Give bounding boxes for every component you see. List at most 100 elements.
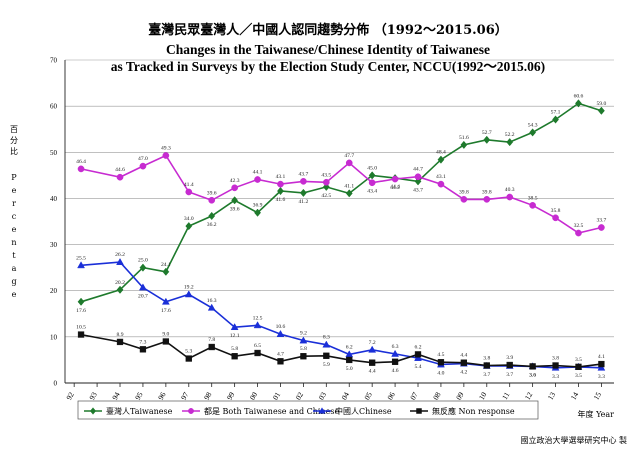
- data-point: [346, 356, 353, 364]
- data-label: 39.8: [459, 189, 469, 195]
- legend-label: 無反應 Non response: [432, 406, 515, 416]
- data-label: 41.4: [184, 182, 194, 188]
- data-point: [345, 189, 353, 198]
- data-label: 12.1: [230, 333, 240, 339]
- data-label: 44.2: [390, 185, 400, 191]
- data-label: 44.1: [253, 170, 263, 176]
- data-label: 4.2: [460, 370, 467, 376]
- x-tick-label: 12: [523, 390, 535, 401]
- x-tick-label: 13: [546, 390, 558, 401]
- data-label: 57.1: [551, 110, 561, 116]
- data-point: [483, 196, 491, 203]
- y-axis-label-char: r: [12, 199, 16, 208]
- data-label: 8.3: [323, 335, 330, 341]
- legend-marker: [188, 408, 194, 414]
- data-label: 47.7: [344, 153, 354, 159]
- data-point: [506, 138, 514, 147]
- data-point: [322, 178, 330, 186]
- data-point: [460, 140, 468, 149]
- x-tick-label: 10: [477, 390, 489, 401]
- data-point: [277, 186, 284, 196]
- data-label: 36.2: [207, 222, 217, 228]
- data-label: 5.0: [346, 366, 353, 372]
- data-label: 42.5: [321, 193, 331, 199]
- data-label: 5.9: [323, 362, 330, 368]
- data-point: [368, 171, 376, 180]
- y-tick-label: 10: [50, 333, 58, 341]
- data-point: [116, 285, 124, 294]
- data-point: [460, 359, 468, 366]
- data-label: 46.4: [76, 159, 86, 165]
- data-label: 12.5: [253, 315, 263, 321]
- data-label: 41.2: [298, 199, 308, 205]
- data-label: 59.0: [596, 101, 606, 107]
- legend-label: 都是 Both Taiwanese and Chinese: [204, 407, 339, 416]
- chart-titles: 臺灣民眾臺灣人／中國人認同趨勢分佈 （1992～2015.06） Changes…: [111, 22, 545, 74]
- legend-marker: [416, 408, 422, 414]
- x-tick-label: 14: [569, 390, 581, 401]
- data-label: 17.6: [161, 308, 171, 314]
- data-label: 3.7: [506, 372, 513, 378]
- data-point: [77, 331, 85, 338]
- data-point: [139, 162, 147, 170]
- data-label: 7.8: [208, 337, 215, 343]
- data-point: [162, 338, 170, 345]
- data-label: 52.2: [505, 132, 515, 138]
- data-label: 36.9: [253, 203, 263, 209]
- data-label: 6.5: [254, 343, 261, 349]
- data-point: [254, 208, 261, 217]
- x-tick-label: 00: [248, 390, 260, 401]
- data-label: 9.0: [162, 331, 169, 337]
- data-point: [161, 297, 170, 305]
- chart-legend: 臺灣人Taiwanese 都是 Both Taiwanese and Chines…: [77, 400, 539, 420]
- data-point: [77, 165, 85, 173]
- data-point: [185, 222, 193, 231]
- data-label: 9.2: [300, 331, 307, 337]
- x-tick-label: 94: [110, 390, 122, 401]
- data-point: [552, 115, 559, 124]
- data-point: [391, 349, 400, 357]
- y-tick-label: 60: [50, 103, 58, 111]
- legend-label: 中國人Chinese: [335, 406, 392, 416]
- chart-title-en-line2: as Tracked in Surveys by the Election St…: [111, 59, 545, 74]
- data-point: [231, 196, 239, 205]
- data-label: 6.2: [415, 344, 422, 350]
- data-point: [277, 358, 284, 365]
- data-point: [162, 267, 170, 276]
- data-point: [391, 358, 399, 365]
- y-tick-label: 70: [50, 57, 58, 65]
- data-label: 39.6: [207, 190, 217, 196]
- data-point: [529, 363, 536, 370]
- y-axis-label-zh-char: 比: [10, 146, 18, 156]
- y-axis-label-char: P: [11, 173, 17, 182]
- x-tick-label: 05: [362, 390, 374, 401]
- data-label: 4.5: [437, 352, 444, 358]
- data-label: 3.8: [483, 355, 490, 361]
- data-point: [598, 360, 605, 368]
- y-tick-label: 0: [54, 380, 58, 388]
- data-label: 5.4: [415, 364, 422, 370]
- y-axis-label-char: c: [12, 212, 17, 221]
- y-tick-label: 20: [50, 287, 58, 295]
- data-label: 3.7: [483, 372, 490, 378]
- legend-label: 臺灣人Taiwanese: [106, 406, 173, 416]
- data-label: 35.8: [551, 208, 561, 214]
- data-point: [552, 214, 559, 222]
- data-point: [231, 353, 238, 360]
- data-point: [208, 343, 215, 351]
- y-axis-label-zh-char: 百: [10, 125, 18, 134]
- data-label: 44.4: [390, 184, 400, 190]
- data-label: 4.6: [392, 368, 399, 374]
- data-label: 4.1: [598, 354, 605, 360]
- data-point: [529, 202, 536, 209]
- x-tick-label: 06: [385, 390, 397, 401]
- data-point: [185, 355, 192, 362]
- series-square: 10.5 8.9 7.3 9.0 5.3 7.8 5.8 6.5 4.7 5.8 5.9 5.0 4.4…: [76, 325, 605, 379]
- data-point: [116, 257, 124, 265]
- series-diamond: 17.6 20.2 25.0 24.1 34.0 36.2 39.6 36.9 41.6 41.2…: [76, 93, 606, 313]
- data-label: 39.8: [482, 189, 492, 195]
- series-line: [80, 261, 602, 369]
- y-axis-label-char: t: [12, 251, 16, 260]
- legend-marker: [89, 407, 97, 415]
